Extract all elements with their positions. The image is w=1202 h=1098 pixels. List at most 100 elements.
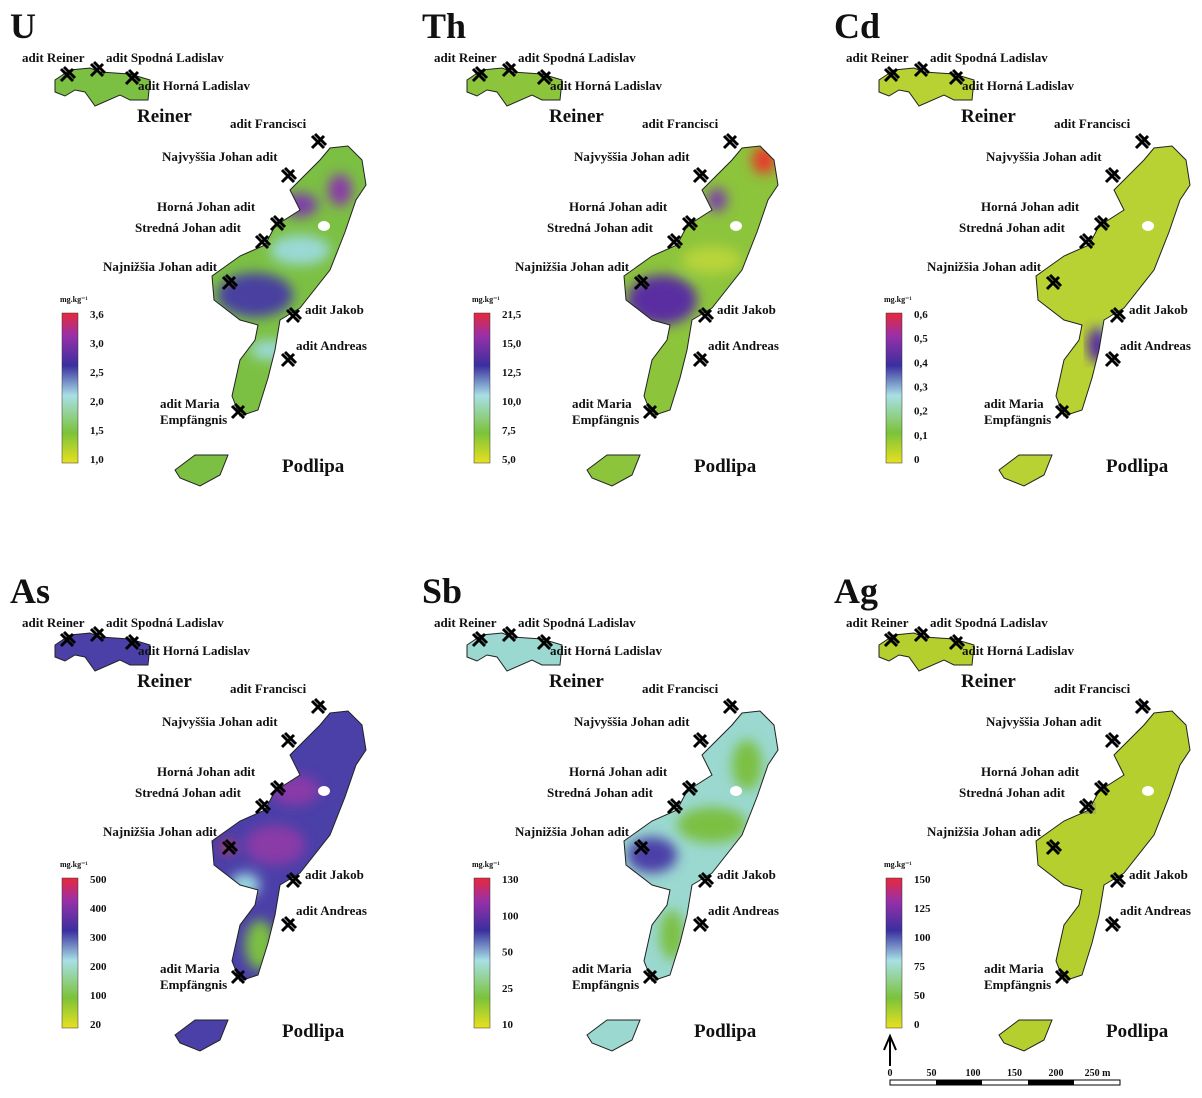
map-blob	[282, 193, 318, 217]
legend-label: 50	[914, 990, 926, 1002]
site-label: Stredná Johan adit	[547, 785, 654, 800]
legend-label: 25	[502, 983, 514, 995]
legend-bar	[886, 878, 902, 1028]
site-label: Horná Johan adit	[157, 764, 256, 779]
scale-label: 100	[966, 1068, 981, 1079]
legend-bar	[474, 878, 490, 1028]
area-label: Podlipa	[694, 456, 757, 477]
map-hole	[1142, 786, 1154, 796]
map-hole	[730, 221, 742, 231]
panel-title: Sb	[422, 571, 462, 611]
site-label: Najvyššia Johan adit	[162, 714, 278, 729]
legend-label: 2,5	[90, 367, 104, 379]
legend-label: 0	[914, 1019, 920, 1031]
legend-label: 75	[914, 961, 926, 973]
site-label: adit Francisci	[642, 681, 719, 696]
adit-symbol	[644, 969, 658, 983]
site-label: Najvyššia Johan adit	[162, 149, 278, 164]
legend-bar	[474, 313, 490, 463]
site-label: adit Jakob	[1129, 302, 1188, 317]
area-label: Podlipa	[1106, 1021, 1169, 1042]
panel-title: U	[10, 6, 36, 46]
area-label: Podlipa	[1106, 456, 1169, 477]
scale-label: 150	[1007, 1068, 1022, 1079]
map-hole	[730, 786, 742, 796]
adit-symbol	[694, 733, 708, 747]
site-label: adit Andreas	[1120, 903, 1191, 918]
legend-label: 300	[90, 932, 107, 944]
site-label: adit Andreas	[708, 903, 779, 918]
legend-unit: mg.kg⁻¹	[472, 860, 500, 869]
area-label: Reiner	[549, 106, 604, 127]
adit-symbol	[282, 917, 296, 931]
site-label: adit Spodná Ladislav	[930, 50, 1048, 65]
map-hole	[318, 221, 330, 231]
site-label: adit Jakob	[717, 867, 776, 882]
adit-symbol	[694, 168, 708, 182]
site-label: adit Francisci	[230, 681, 307, 696]
area-label: Reiner	[137, 106, 192, 127]
scale-rect	[1028, 1080, 1074, 1085]
site-label: adit Reiner	[846, 50, 909, 65]
map-blob	[245, 825, 305, 865]
legend-label: 0,3	[914, 382, 928, 394]
site-label: adit Reiner	[434, 615, 497, 630]
map-blob	[677, 807, 747, 843]
legend-bar	[62, 313, 78, 463]
legend-unit: mg.kg⁻¹	[60, 860, 88, 869]
adit-symbol	[1136, 699, 1150, 713]
legend-label: 21,5	[502, 309, 522, 321]
legend-unit: mg.kg⁻¹	[884, 295, 912, 304]
adit-symbol	[282, 168, 296, 182]
legend-label: 2,0	[90, 396, 104, 408]
legend-label: 12,5	[502, 367, 522, 379]
site-label: Stredná Johan adit	[547, 220, 654, 235]
map-hole	[318, 786, 330, 796]
scale-label: 50	[927, 1068, 937, 1079]
legend-label: 125	[914, 903, 931, 915]
panel-title: Ag	[834, 571, 878, 611]
adit-symbol	[312, 134, 326, 148]
scale-label: 200	[1049, 1068, 1064, 1079]
adit-symbol	[1106, 917, 1120, 931]
site-label: adit Jakob	[717, 302, 776, 317]
legend-label: 100	[502, 910, 519, 922]
site-label: Najnižšia Johan adit	[927, 259, 1042, 274]
site-label: adit Maria	[160, 961, 220, 976]
site-label: adit Maria	[984, 396, 1044, 411]
area-label: Reiner	[137, 671, 192, 692]
legend-unit: mg.kg⁻¹	[472, 295, 500, 304]
area-label: Podlipa	[282, 456, 345, 477]
site-label: adit Andreas	[296, 903, 367, 918]
legend-label: 0,6	[914, 309, 928, 321]
site-label: adit Jakob	[305, 867, 364, 882]
adit-symbol	[1106, 168, 1120, 182]
north-arrow	[884, 1036, 896, 1066]
site-label: adit Horná Ladislav	[962, 643, 1074, 658]
legend-label: 15,0	[502, 338, 522, 350]
scale-rect	[890, 1080, 1120, 1085]
legend-bar	[886, 313, 902, 463]
legend-bar	[62, 878, 78, 1028]
area-label: Podlipa	[282, 1021, 345, 1042]
site-label: adit Reiner	[22, 50, 85, 65]
site-label: adit Francisci	[642, 116, 719, 131]
legend-unit: mg.kg⁻¹	[884, 860, 912, 869]
legend-label: 1,0	[90, 454, 104, 466]
map-blob	[1087, 327, 1111, 363]
site-label: Empfängnis	[160, 412, 227, 427]
site-label: Najnižšia Johan adit	[103, 824, 218, 839]
legend-label: 0,2	[914, 406, 928, 418]
legend-label: 150	[914, 874, 931, 886]
site-label: Najnižšia Johan adit	[927, 824, 1042, 839]
legend-label: 20	[90, 1019, 102, 1031]
site-label: adit Reiner	[434, 50, 497, 65]
site-label: Stredná Johan adit	[959, 220, 1066, 235]
map-blob	[270, 235, 330, 265]
map-blob	[627, 275, 697, 325]
scale-label: 0	[888, 1068, 893, 1079]
map-blob	[682, 246, 742, 274]
adit-symbol	[694, 917, 708, 931]
adit-symbol	[644, 404, 658, 418]
